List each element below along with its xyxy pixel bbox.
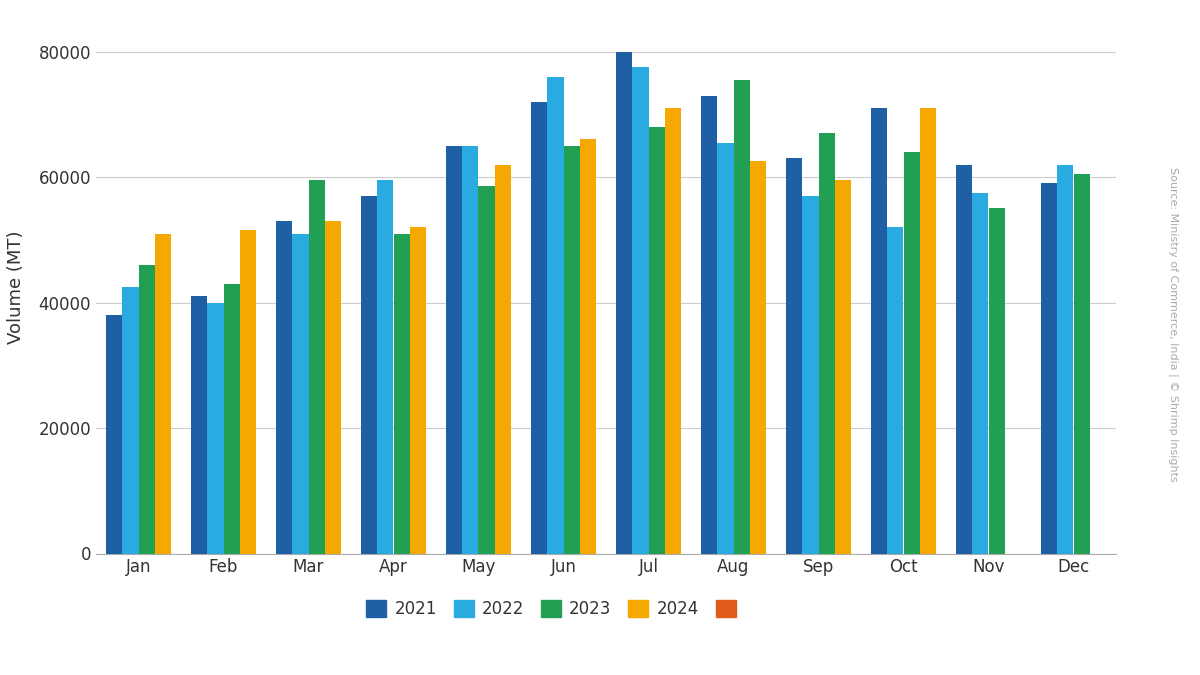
- Bar: [887, 227, 904, 554]
- Bar: [547, 77, 564, 554]
- Bar: [818, 133, 835, 554]
- Bar: [276, 221, 293, 554]
- Bar: [750, 161, 766, 554]
- Bar: [361, 196, 377, 554]
- Bar: [904, 152, 919, 554]
- Bar: [532, 102, 547, 553]
- Bar: [240, 230, 256, 554]
- Bar: [972, 193, 989, 554]
- Bar: [462, 146, 479, 554]
- Bar: [293, 234, 308, 554]
- Bar: [308, 180, 325, 554]
- Text: Source: Ministry of Commerce, India | © Shrimp Insights: Source: Ministry of Commerce, India | © …: [1169, 167, 1178, 481]
- Bar: [1042, 184, 1057, 554]
- Bar: [786, 158, 803, 554]
- Bar: [803, 196, 818, 554]
- Bar: [122, 287, 138, 554]
- Bar: [733, 80, 750, 554]
- Bar: [701, 96, 718, 554]
- Bar: [564, 146, 580, 554]
- Bar: [1074, 174, 1090, 554]
- Bar: [494, 165, 511, 554]
- Bar: [956, 165, 972, 554]
- Bar: [718, 142, 733, 554]
- Bar: [223, 284, 240, 554]
- Bar: [409, 227, 426, 554]
- Legend: 2021, 2022, 2023, 2024, : 2021, 2022, 2023, 2024,: [360, 593, 750, 625]
- Bar: [394, 234, 409, 554]
- Bar: [446, 146, 462, 554]
- Bar: [208, 302, 223, 554]
- Bar: [835, 180, 851, 554]
- Bar: [325, 221, 341, 554]
- Bar: [648, 127, 665, 553]
- Bar: [1057, 165, 1074, 554]
- Bar: [989, 209, 1004, 554]
- Bar: [617, 51, 632, 554]
- Bar: [632, 68, 648, 554]
- Bar: [665, 108, 680, 554]
- Bar: [377, 180, 394, 554]
- Bar: [138, 265, 155, 554]
- Bar: [155, 234, 170, 554]
- Y-axis label: Volume (MT): Volume (MT): [7, 230, 25, 344]
- Bar: [919, 108, 936, 554]
- Bar: [580, 140, 596, 554]
- Bar: [871, 108, 887, 554]
- Bar: [479, 186, 494, 554]
- Bar: [107, 315, 122, 554]
- Bar: [191, 296, 208, 554]
